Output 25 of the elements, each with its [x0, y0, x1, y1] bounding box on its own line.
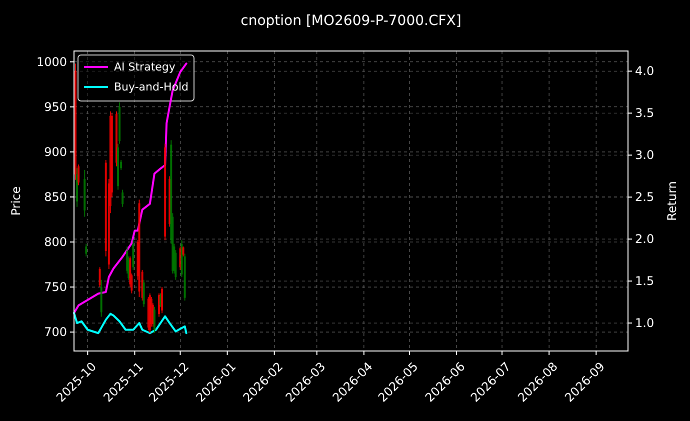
- candlestick: [132, 240, 134, 270]
- y2-tick-label: 4.0: [635, 64, 654, 78]
- y-axis-title: Price: [9, 186, 23, 216]
- y-tick-label: 850: [44, 190, 67, 204]
- y2-tick-label: 1.0: [635, 316, 654, 330]
- legend-label: AI Strategy: [114, 60, 176, 74]
- y-tick-label: 900: [44, 144, 67, 159]
- y-tick-label: 750: [44, 280, 67, 294]
- line-series: [73, 62, 188, 314]
- y2-tick-label: 2.5: [635, 190, 654, 204]
- candlestick: [179, 246, 182, 270]
- y2-tick-label: 3.0: [635, 148, 654, 162]
- candlestick: [85, 243, 88, 257]
- candlestick: [122, 189, 124, 208]
- y-tick-label: 1000: [36, 54, 67, 69]
- y2-tick-label: 2.0: [635, 232, 654, 246]
- y2-tick-label: 3.5: [635, 106, 654, 120]
- candlestick: [161, 286, 164, 314]
- y-tick-label: 800: [44, 234, 67, 249]
- y2-axis-title: Return: [665, 181, 679, 221]
- y-tick-label: 950: [44, 100, 67, 114]
- y2-tick-label: 1.5: [635, 274, 654, 288]
- candlestick: [98, 266, 101, 288]
- chart-title: cnoption [MO2609-P-7000.CFX]: [240, 13, 462, 29]
- y-tick-label: 700: [44, 325, 67, 340]
